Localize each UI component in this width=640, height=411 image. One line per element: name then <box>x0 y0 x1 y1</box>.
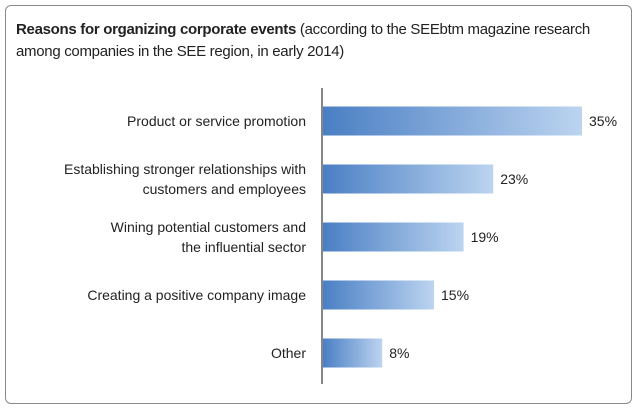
category-label-line: Other <box>271 345 306 361</box>
category-label-4: Other <box>271 345 306 361</box>
bar-1 <box>323 164 494 194</box>
category-label-line: Product or service promotion <box>127 113 306 129</box>
category-label-3: Creating a positive company image <box>87 287 306 303</box>
category-label-line: the influential sector <box>181 239 306 255</box>
value-label-3: 15% <box>441 287 469 303</box>
category-label-line: customers and employees <box>143 181 306 197</box>
value-label-2: 19% <box>471 229 499 245</box>
chart-subtitle: (according to the SEEbtm magazine resear… <box>16 21 590 60</box>
value-label-1: 23% <box>500 171 528 187</box>
chart-frame <box>5 5 632 404</box>
category-label-2: Wining potential customers and the influe… <box>111 219 307 255</box>
bar-4 <box>323 338 383 368</box>
bar-3 <box>323 280 434 310</box>
category-label-line: Establishing stronger relationships with <box>64 161 306 177</box>
category-label-line: Wining potential customers and <box>111 219 306 235</box>
category-label-0: Product or service promotion <box>127 113 306 129</box>
value-label-4: 8% <box>389 345 409 361</box>
category-label-1: Establishing stronger relationships with… <box>64 161 306 197</box>
category-label-line: Creating a positive company image <box>87 287 306 303</box>
value-label-0: 35% <box>589 113 617 129</box>
chart-title: Reasons for organizing corporate events <box>16 21 297 38</box>
bar-0 <box>323 106 582 136</box>
chart-title-block: Reasons for organizing corporate events … <box>16 19 616 63</box>
bar-2 <box>323 222 464 252</box>
